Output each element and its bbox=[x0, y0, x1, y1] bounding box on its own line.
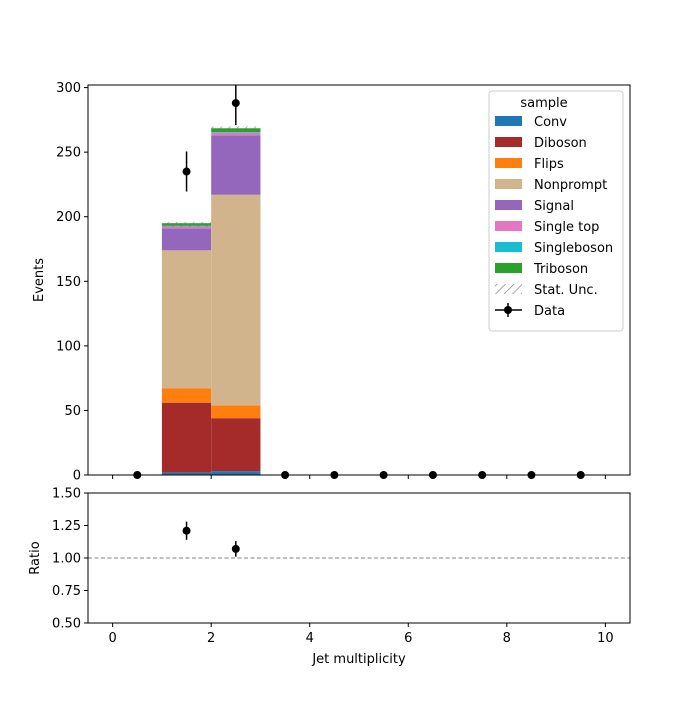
legend-marker-data-point bbox=[504, 306, 512, 314]
legend-label: Signal bbox=[534, 199, 574, 214]
bar-signal-bin-2 bbox=[211, 135, 261, 195]
main-axes-frame bbox=[87, 84, 631, 476]
ratio-panel: 0.50 0.75 1.00 1.25 1.50 0 2 4 6 8 10 Jet multiplic… bbox=[28, 487, 631, 667]
legend-swatch-single-top bbox=[495, 221, 522, 231]
legend: sample Conv Diboson Flips Nonprompt Signal Sin… bbox=[488, 90, 624, 332]
legend-label: Nonprompt bbox=[534, 178, 607, 193]
legend-label: Data bbox=[534, 304, 565, 319]
ratio-y-tick-label: 0.75 bbox=[52, 584, 81, 599]
ratio-y-tick-label: 1.50 bbox=[52, 487, 81, 502]
bar-conv-bin-2 bbox=[211, 471, 261, 475]
y-tick-label: 150 bbox=[56, 275, 81, 290]
bar-diboson-bin-2 bbox=[211, 418, 261, 472]
legend-label: Conv bbox=[534, 115, 567, 130]
bar-nonprompt-bin-1 bbox=[161, 250, 212, 389]
y-tick-label: 250 bbox=[56, 146, 81, 161]
bar-flips-bin-1 bbox=[161, 388, 212, 403]
legend-swatch-nonprompt bbox=[495, 179, 522, 189]
data-point bbox=[182, 167, 191, 176]
legend-box bbox=[488, 90, 624, 332]
legend-title: sample bbox=[520, 96, 567, 111]
legend-label: Diboson bbox=[534, 136, 587, 151]
legend-label: Flips bbox=[534, 157, 564, 172]
legend-swatch-conv bbox=[495, 116, 522, 126]
legend-swatch-stat-unc bbox=[495, 284, 522, 294]
y-tick-label: 100 bbox=[56, 339, 81, 354]
x-tick-label: 8 bbox=[503, 631, 511, 646]
legend-swatch-singleboson bbox=[495, 242, 522, 252]
y-tick-label: 300 bbox=[56, 81, 81, 96]
x-tick-label: 2 bbox=[207, 631, 215, 646]
x-tick-label: 6 bbox=[404, 631, 412, 646]
legend-label: Singleboson bbox=[534, 241, 613, 256]
main-panel: 0 50 100 150 200 250 300 Events bbox=[32, 81, 631, 484]
bar-singleboson-bin-2 bbox=[211, 132, 261, 133]
bar-single-top-bin-1 bbox=[161, 226, 212, 229]
x-tick-label: 4 bbox=[306, 631, 314, 646]
ratio-y-tick-label: 1.25 bbox=[52, 519, 81, 534]
bar-triboson-bin-2 bbox=[211, 128, 261, 133]
legend-label: Single top bbox=[534, 220, 599, 235]
x-axis-label: Jet multiplicity bbox=[311, 652, 406, 667]
bar-conv-bin-1 bbox=[161, 472, 212, 475]
data-point bbox=[231, 99, 240, 108]
legend-label: Triboson bbox=[533, 262, 588, 277]
bar-nonprompt-bin-2 bbox=[211, 194, 261, 406]
ratio-y-tick-label: 0.50 bbox=[52, 617, 81, 632]
stat-unc-band-bin-2 bbox=[211, 126, 261, 131]
legend-swatch-flips bbox=[495, 158, 522, 168]
legend-label: Stat. Unc. bbox=[534, 283, 598, 298]
bar-diboson-bin-1 bbox=[161, 402, 212, 473]
ratio-y-tick-label: 1.00 bbox=[52, 552, 81, 567]
legend-swatch-triboson bbox=[495, 263, 522, 273]
bar-single-top-bin-2 bbox=[211, 132, 261, 136]
bar-signal-bin-1 bbox=[161, 228, 212, 251]
legend-swatch-signal bbox=[495, 200, 522, 210]
x-tick-label: 0 bbox=[108, 631, 116, 646]
ratio-point bbox=[231, 544, 240, 553]
y-tick-label: 0 bbox=[73, 469, 81, 484]
legend-swatch-diboson bbox=[495, 137, 522, 147]
y-tick-label: 200 bbox=[56, 210, 81, 225]
ratio-y-axis-label: Ratio bbox=[28, 541, 43, 574]
y-tick-label: 50 bbox=[64, 404, 81, 419]
bar-flips-bin-2 bbox=[211, 405, 261, 419]
stat-unc-band-bin-1 bbox=[161, 221, 212, 228]
x-tick-label: 10 bbox=[597, 631, 614, 646]
y-axis-label: Events bbox=[32, 258, 47, 302]
ratio-point bbox=[182, 526, 191, 535]
